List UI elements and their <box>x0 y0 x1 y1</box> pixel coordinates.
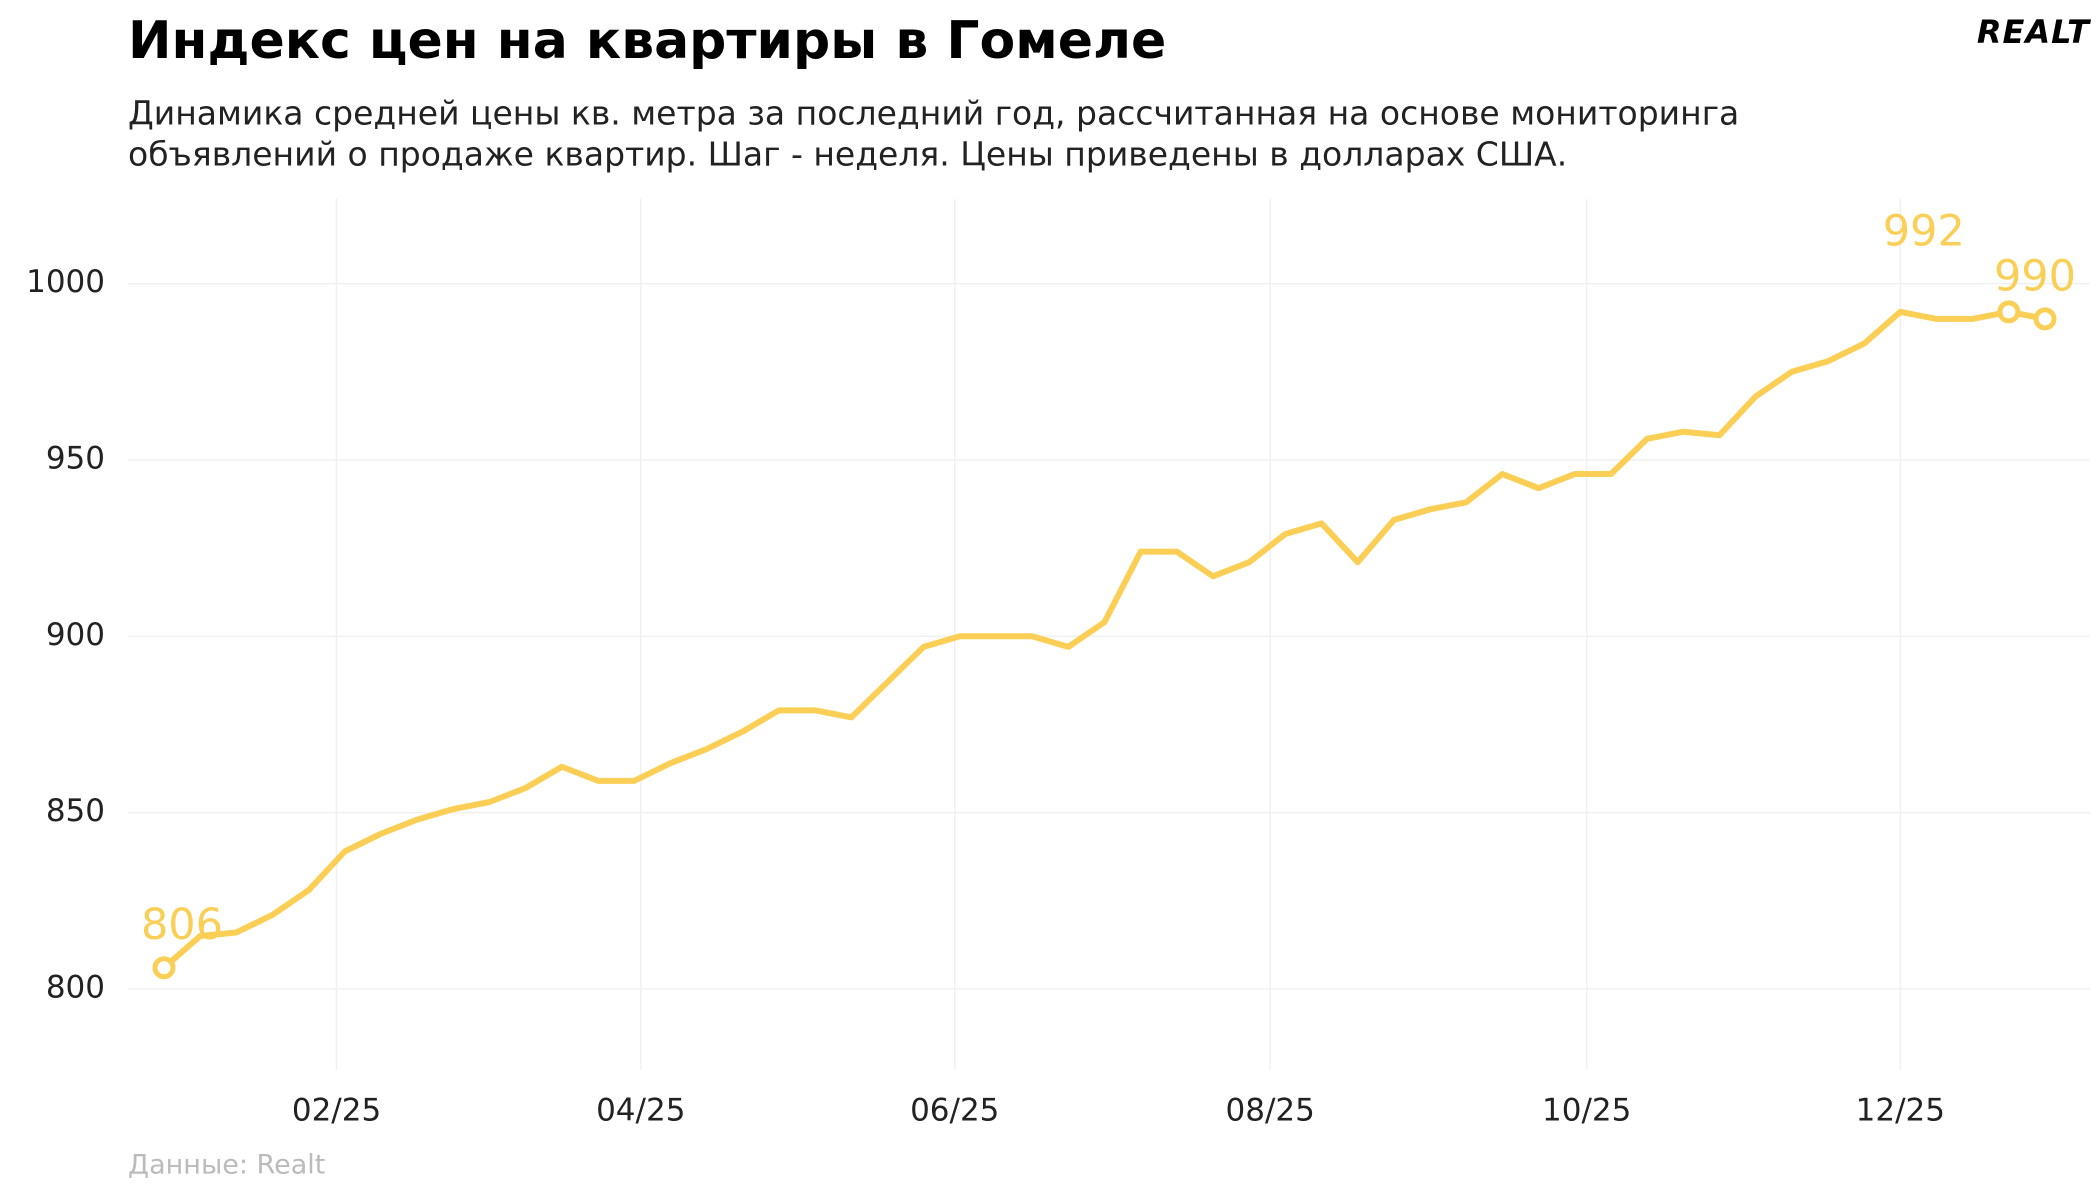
x-tick-label: 08/25 <box>1226 1093 1315 1129</box>
point-marker <box>152 956 176 980</box>
y-tick-label: 800 <box>46 969 105 1005</box>
subtitle: объявлений о продаже квартир. Шаг - неде… <box>128 135 1567 174</box>
chart-title: Индекс цен на квартиры в Гомеле <box>128 11 1166 71</box>
point-marker <box>1997 300 2021 324</box>
y-tick-label: 850 <box>46 793 105 829</box>
line <box>162 308 2046 970</box>
x-tick-label: 10/25 <box>1542 1093 1631 1129</box>
x-tick-label: 06/25 <box>910 1093 999 1129</box>
x-tick-label: 12/25 <box>1856 1093 1945 1129</box>
x-tick-label: 04/25 <box>596 1093 685 1129</box>
y-tick-label: 950 <box>46 440 105 476</box>
x-tick-label: 02/25 <box>292 1093 381 1129</box>
data-label: 992 <box>1883 206 1965 256</box>
subtitle: Динамика средней цены кв. метра за после… <box>128 94 1739 133</box>
y-tick-label: 900 <box>46 617 105 653</box>
data-label: 806 <box>141 900 223 950</box>
logo: REALT <box>1977 13 2091 51</box>
data-label: 990 <box>1994 251 2076 301</box>
point-marker <box>2033 307 2057 331</box>
source: Данные: Realt <box>128 1150 325 1181</box>
y-tick-label: 1000 <box>26 264 105 300</box>
